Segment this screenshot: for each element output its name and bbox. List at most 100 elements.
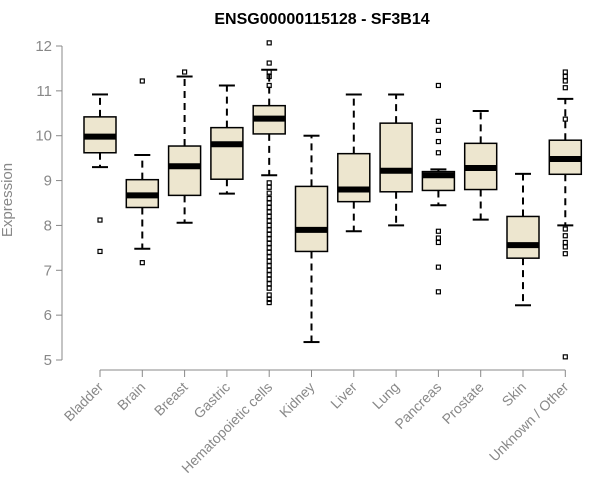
chart-title: ENSG00000115128 - SF3B14 (214, 11, 429, 28)
outlier-point (266, 254, 272, 260)
outlier-point (266, 245, 272, 251)
outlier-point (435, 82, 441, 89)
box-breast (167, 69, 202, 224)
outlier-point (266, 213, 272, 220)
outlier-point (562, 239, 568, 246)
outlier-point (562, 69, 568, 75)
iqr-box (210, 126, 244, 180)
y-tick-label: 7 (44, 262, 52, 279)
x-tick-label: Pancreas (391, 379, 444, 432)
outlier-point (266, 267, 272, 273)
box-brain (125, 78, 160, 266)
x-tick-label: Liver (327, 379, 360, 412)
outlier-point (266, 195, 272, 202)
outlier-point (139, 260, 145, 266)
x-tick-label: Prostate (439, 379, 487, 427)
outlier-point (435, 150, 441, 156)
box-hematopoietic-cells (252, 40, 286, 306)
outlier-point (266, 227, 272, 233)
y-tick-label: 8 (44, 217, 52, 234)
outlier-point (562, 73, 568, 80)
y-tick-label: 11 (36, 83, 52, 100)
outlier-point (266, 236, 272, 242)
iqr-box (167, 145, 202, 197)
outlier-point (562, 354, 568, 360)
box-kidney (294, 134, 329, 344)
boxes-group (83, 40, 583, 360)
box-liver (337, 93, 371, 233)
outlier-point (562, 85, 568, 91)
outlier-point (266, 292, 272, 298)
outlier-point (562, 78, 568, 84)
outlier-point (266, 276, 272, 282)
outlier-point (562, 226, 568, 232)
iqr-box (506, 215, 540, 259)
outlier-point (266, 82, 272, 89)
outlier-point (266, 184, 272, 190)
outlier-point (266, 69, 272, 75)
box-skin (506, 172, 540, 307)
x-tick-label: Unknown / Other (486, 379, 572, 465)
outlier-point (266, 281, 272, 287)
iqr-box (294, 185, 329, 253)
outlier-point (435, 239, 441, 246)
outlier-point (435, 138, 441, 145)
x-tick-label: Skin (499, 379, 530, 410)
outlier-point (435, 289, 441, 295)
y-tick-label: 10 (35, 128, 52, 145)
outlier-point (182, 69, 188, 75)
outlier-point (266, 222, 272, 229)
x-tick-label: Bladder (61, 379, 107, 425)
outlier-point (266, 218, 272, 224)
outlier-point (562, 244, 568, 250)
outlier-point (435, 228, 441, 234)
outlier-point (266, 258, 272, 264)
outlier-point (435, 118, 441, 124)
outlier-point (266, 231, 272, 237)
y-tick-label: 6 (44, 307, 52, 324)
outlier-point (435, 264, 441, 270)
outlier-point (266, 296, 272, 303)
x-tick-label: Kidney (276, 379, 318, 421)
box-pancreas (421, 82, 456, 295)
outlier-point (97, 217, 103, 223)
outlier-point (266, 299, 272, 306)
outlier-point (266, 285, 272, 291)
outlier-point (266, 200, 272, 206)
box-gastric (210, 84, 244, 195)
outlier-point (97, 248, 103, 255)
outlier-point (562, 251, 568, 257)
x-tick-label: Breast (151, 379, 191, 419)
y-tick-label: 5 (44, 352, 52, 369)
x-tick-label: Brain (114, 379, 148, 413)
outlier-point (266, 60, 272, 66)
iqr-box (379, 122, 413, 193)
iqr-box (337, 152, 371, 203)
x-tick-label: Lung (369, 379, 402, 412)
outlier-point (562, 116, 568, 122)
outlier-point (266, 209, 272, 215)
outlier-point (139, 78, 145, 84)
outlier-point (435, 127, 441, 133)
outlier-point (562, 233, 568, 239)
outlier-point (266, 240, 272, 246)
y-tick-label: 12 (35, 38, 52, 55)
outlier-point (266, 180, 272, 186)
y-axis-ticks: 5 6 7 8 9 10 11 12 (35, 38, 62, 369)
box-prostate (463, 110, 498, 221)
outlier-point (435, 235, 441, 241)
y-tick-label: 9 (44, 173, 52, 190)
outlier-point (266, 204, 272, 211)
box-bladder (83, 93, 117, 255)
outlier-point (266, 263, 272, 269)
outlier-point (266, 190, 272, 196)
outlier-point (266, 73, 272, 80)
outlier-point (266, 40, 272, 46)
box-lung (379, 93, 413, 227)
outlier-point (266, 272, 272, 278)
y-axis-label: Expression (0, 163, 16, 237)
outlier-point (266, 249, 272, 255)
box-unknown-other (548, 69, 583, 360)
